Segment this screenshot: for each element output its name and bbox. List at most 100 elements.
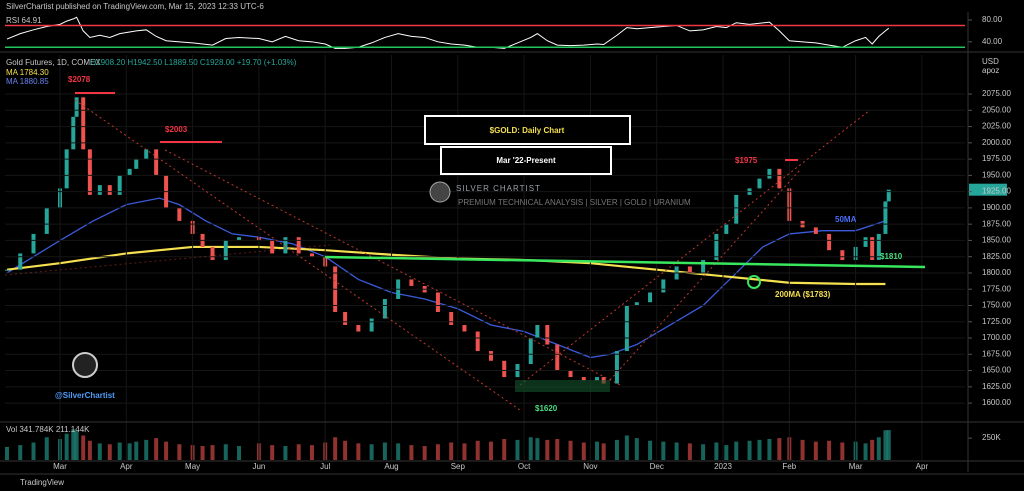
volume-bar: [863, 443, 868, 460]
volume-bar: [210, 445, 215, 460]
y-tick-label: 1875.00: [982, 219, 1011, 228]
candle: [767, 168, 772, 179]
volume-bar: [44, 437, 49, 460]
candle: [648, 292, 653, 303]
candle: [581, 377, 586, 381]
candle: [64, 149, 69, 189]
volume-bar: [97, 443, 102, 460]
volume-bar: [634, 438, 639, 460]
x-tick-label: Dec: [650, 462, 664, 471]
drawings: [4, 92, 926, 411]
y-tick-label: 2050.00: [982, 105, 1011, 114]
volume-bar: [870, 439, 875, 460]
x-tick-label: Nov: [583, 462, 597, 471]
logo-text: SILVER CHARTIST: [456, 184, 541, 193]
candle: [724, 224, 729, 234]
y-tick-label: 40.00: [982, 37, 1003, 46]
candle: [827, 233, 832, 251]
candle: [210, 246, 215, 260]
volume-bar: [74, 431, 79, 460]
volume-bar: [475, 440, 480, 460]
volume-bar: [886, 430, 891, 460]
y-tick-label: 1775.00: [982, 284, 1011, 293]
volume-bar: [502, 439, 507, 460]
candle: [624, 305, 629, 352]
y-tick-label: 80.00: [982, 15, 1003, 24]
volume-bar: [4, 446, 9, 460]
y-tick-label: 1750.00: [982, 301, 1011, 310]
y-tick-label: 1975.00: [982, 154, 1011, 163]
volume-bar: [595, 441, 600, 460]
volume-bar: [18, 445, 23, 460]
candle: [502, 360, 507, 378]
candle: [223, 240, 228, 260]
candle: [71, 116, 76, 150]
x-tick-label: 2023: [714, 462, 732, 471]
candle: [840, 250, 845, 260]
volume-bar: [747, 440, 752, 460]
candle: [714, 233, 719, 260]
volume-bar: [87, 440, 92, 460]
volume-bar: [581, 442, 586, 460]
candle: [343, 311, 348, 326]
x-tick-label: Mar: [849, 462, 863, 471]
annotation: @SilverChartist: [55, 391, 115, 400]
y-tick-label: 1625.00: [982, 382, 1011, 391]
volume-bar: [369, 444, 374, 460]
annotation: $2003: [165, 125, 188, 134]
annotation: $1975: [735, 156, 758, 165]
candle: [757, 178, 762, 189]
volume-bar: [107, 444, 112, 460]
candle: [488, 351, 493, 361]
legend: Gold Futures, 1D, COMEX: [6, 58, 101, 67]
volume-bar: [164, 441, 169, 460]
candle: [31, 233, 36, 254]
x-tick-label: Aug: [384, 462, 398, 471]
candle: [97, 185, 102, 195]
volume-bar: [757, 439, 762, 460]
legend: RSI 64.91: [6, 16, 42, 25]
y-tick-label: 250K: [982, 433, 1001, 442]
volume-bar: [31, 442, 36, 460]
volume-bar: [545, 439, 550, 460]
candle: [81, 97, 86, 150]
candle: [4, 269, 9, 271]
volume-bar: [601, 443, 606, 460]
volume-bar: [422, 446, 427, 460]
volume-bar: [674, 442, 679, 460]
annotation: $1810: [880, 252, 903, 261]
rsi-line: [6, 16, 890, 49]
volume-bar: [64, 433, 69, 460]
candle: [777, 168, 782, 189]
candle: [177, 207, 182, 221]
volume-bar: [687, 443, 692, 460]
x-tick-label: Mar: [53, 462, 67, 471]
candle: [144, 149, 149, 160]
y-tick-label: 2075.00: [982, 89, 1011, 98]
y-tick-label: 1600.00: [982, 398, 1011, 407]
candle: [296, 237, 301, 254]
candle: [701, 259, 706, 273]
volume-bar: [309, 445, 314, 460]
axis-unit: USD: [982, 57, 999, 66]
x-tick-label: May: [185, 462, 200, 471]
x-tick-label: Jul: [320, 462, 330, 471]
volume-bar: [296, 444, 301, 460]
candle: [475, 331, 480, 352]
volume-bar: [154, 438, 159, 460]
candle: [568, 370, 573, 378]
x-tick-label: Oct: [518, 462, 531, 471]
candle: [687, 266, 692, 273]
candle: [356, 325, 361, 332]
candle: [535, 325, 540, 339]
candle: [863, 237, 868, 247]
candle: [545, 325, 550, 345]
y-tick-label: 1675.00: [982, 349, 1011, 358]
volume-bar: [71, 429, 76, 460]
volume-bar: [701, 444, 706, 460]
annotation: 50MA: [835, 215, 857, 224]
volume-bar: [177, 444, 182, 460]
legend: MA 1784.30: [6, 68, 49, 77]
annotation: $GOLD: Daily Chart: [490, 126, 565, 135]
candle: [74, 97, 79, 117]
